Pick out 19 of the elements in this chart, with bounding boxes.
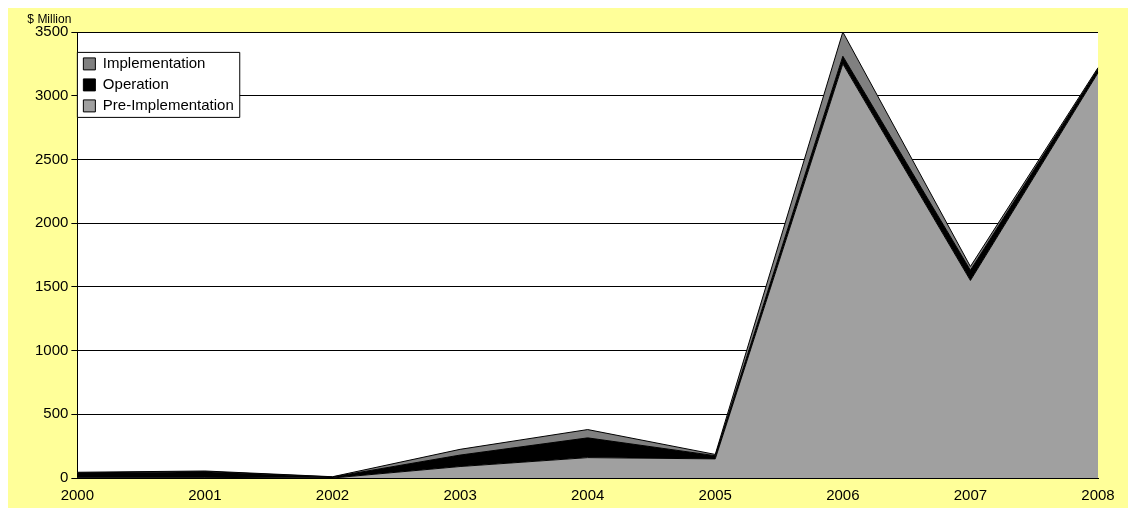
x-tick-label: 2007 bbox=[953, 486, 988, 504]
y-tick-label: 3000 bbox=[34, 85, 69, 103]
x-tick-label: 2000 bbox=[60, 486, 95, 504]
y-tick-label: 500 bbox=[43, 404, 69, 422]
y-tick-label: 1000 bbox=[34, 340, 69, 358]
legend-label: Implementation bbox=[102, 54, 206, 72]
x-tick-label: 2006 bbox=[826, 486, 860, 504]
y-tick-label: 0 bbox=[60, 468, 69, 486]
legend-label: Operation bbox=[102, 75, 169, 93]
x-tick-label: 2003 bbox=[443, 486, 477, 504]
y-tick-label: 2000 bbox=[34, 213, 69, 231]
y-tick-label: 1500 bbox=[34, 277, 69, 294]
x-tick-label: 2004 bbox=[571, 486, 605, 504]
x-tick-label: 2005 bbox=[698, 486, 732, 504]
x-tick-label: 2002 bbox=[315, 486, 350, 504]
x-tick-label: 2008 bbox=[1081, 486, 1115, 504]
x-tick-label: 2001 bbox=[188, 486, 222, 504]
legend-label: Pre-Implementation bbox=[102, 96, 234, 114]
y-tick-label: 2500 bbox=[34, 149, 69, 167]
